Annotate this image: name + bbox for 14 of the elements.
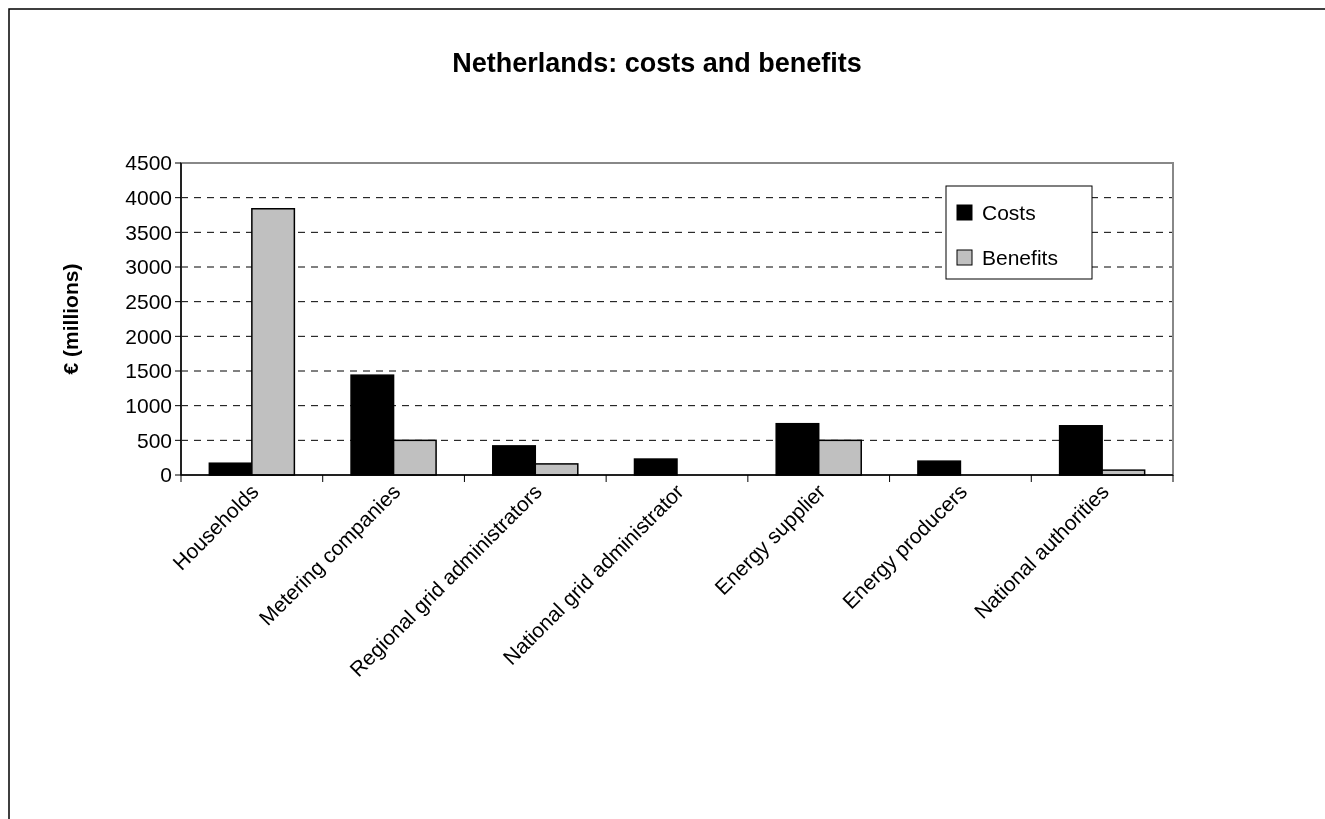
y-tick-label: 3500 bbox=[125, 220, 172, 244]
y-tick-label: 2000 bbox=[125, 324, 172, 348]
y-tick-label: 4500 bbox=[125, 151, 172, 175]
legend-label: Benefits bbox=[982, 246, 1058, 270]
y-tick-label: 0 bbox=[160, 463, 172, 487]
y-tick-label: 2500 bbox=[125, 290, 172, 314]
y-tick-label: 1500 bbox=[125, 359, 172, 383]
y-axis-title: € (millions) bbox=[59, 263, 82, 375]
legend-label: Costs bbox=[982, 201, 1036, 225]
chart-title: Netherlands: costs and benefits bbox=[452, 48, 862, 78]
y-tick-label: 1000 bbox=[125, 394, 172, 418]
y-tick-label: 500 bbox=[136, 428, 172, 452]
y-tick-label: 4000 bbox=[125, 186, 172, 210]
y-tick-label: 3000 bbox=[125, 255, 172, 279]
